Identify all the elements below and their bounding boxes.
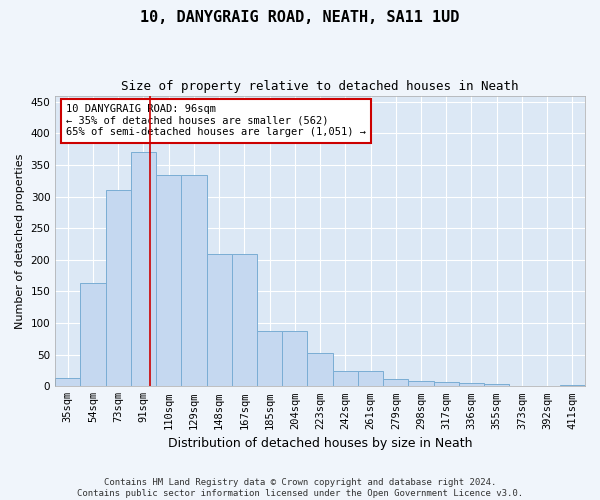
Bar bbox=[257, 330, 282, 386]
Text: Contains HM Land Registry data © Crown copyright and database right 2024.
Contai: Contains HM Land Registry data © Crown c… bbox=[77, 478, 523, 498]
Bar bbox=[560, 385, 585, 386]
Bar bbox=[332, 370, 358, 386]
Bar bbox=[232, 254, 257, 386]
Bar bbox=[434, 382, 459, 386]
Bar bbox=[409, 380, 434, 386]
Text: 10, DANYGRAIG ROAD, NEATH, SA11 1UD: 10, DANYGRAIG ROAD, NEATH, SA11 1UD bbox=[140, 10, 460, 25]
X-axis label: Distribution of detached houses by size in Neath: Distribution of detached houses by size … bbox=[168, 437, 472, 450]
Bar bbox=[55, 378, 80, 386]
Bar bbox=[131, 152, 156, 386]
Bar bbox=[282, 330, 307, 386]
Text: 10 DANYGRAIG ROAD: 96sqm
← 35% of detached houses are smaller (562)
65% of semi-: 10 DANYGRAIG ROAD: 96sqm ← 35% of detach… bbox=[66, 104, 366, 138]
Bar bbox=[307, 354, 332, 386]
Bar bbox=[484, 384, 509, 386]
Bar bbox=[181, 174, 206, 386]
Bar bbox=[383, 378, 409, 386]
Bar bbox=[106, 190, 131, 386]
Bar bbox=[459, 383, 484, 386]
Y-axis label: Number of detached properties: Number of detached properties bbox=[15, 153, 25, 328]
Bar bbox=[80, 284, 106, 387]
Bar bbox=[358, 370, 383, 386]
Title: Size of property relative to detached houses in Neath: Size of property relative to detached ho… bbox=[121, 80, 519, 93]
Bar bbox=[206, 254, 232, 386]
Bar bbox=[156, 174, 181, 386]
